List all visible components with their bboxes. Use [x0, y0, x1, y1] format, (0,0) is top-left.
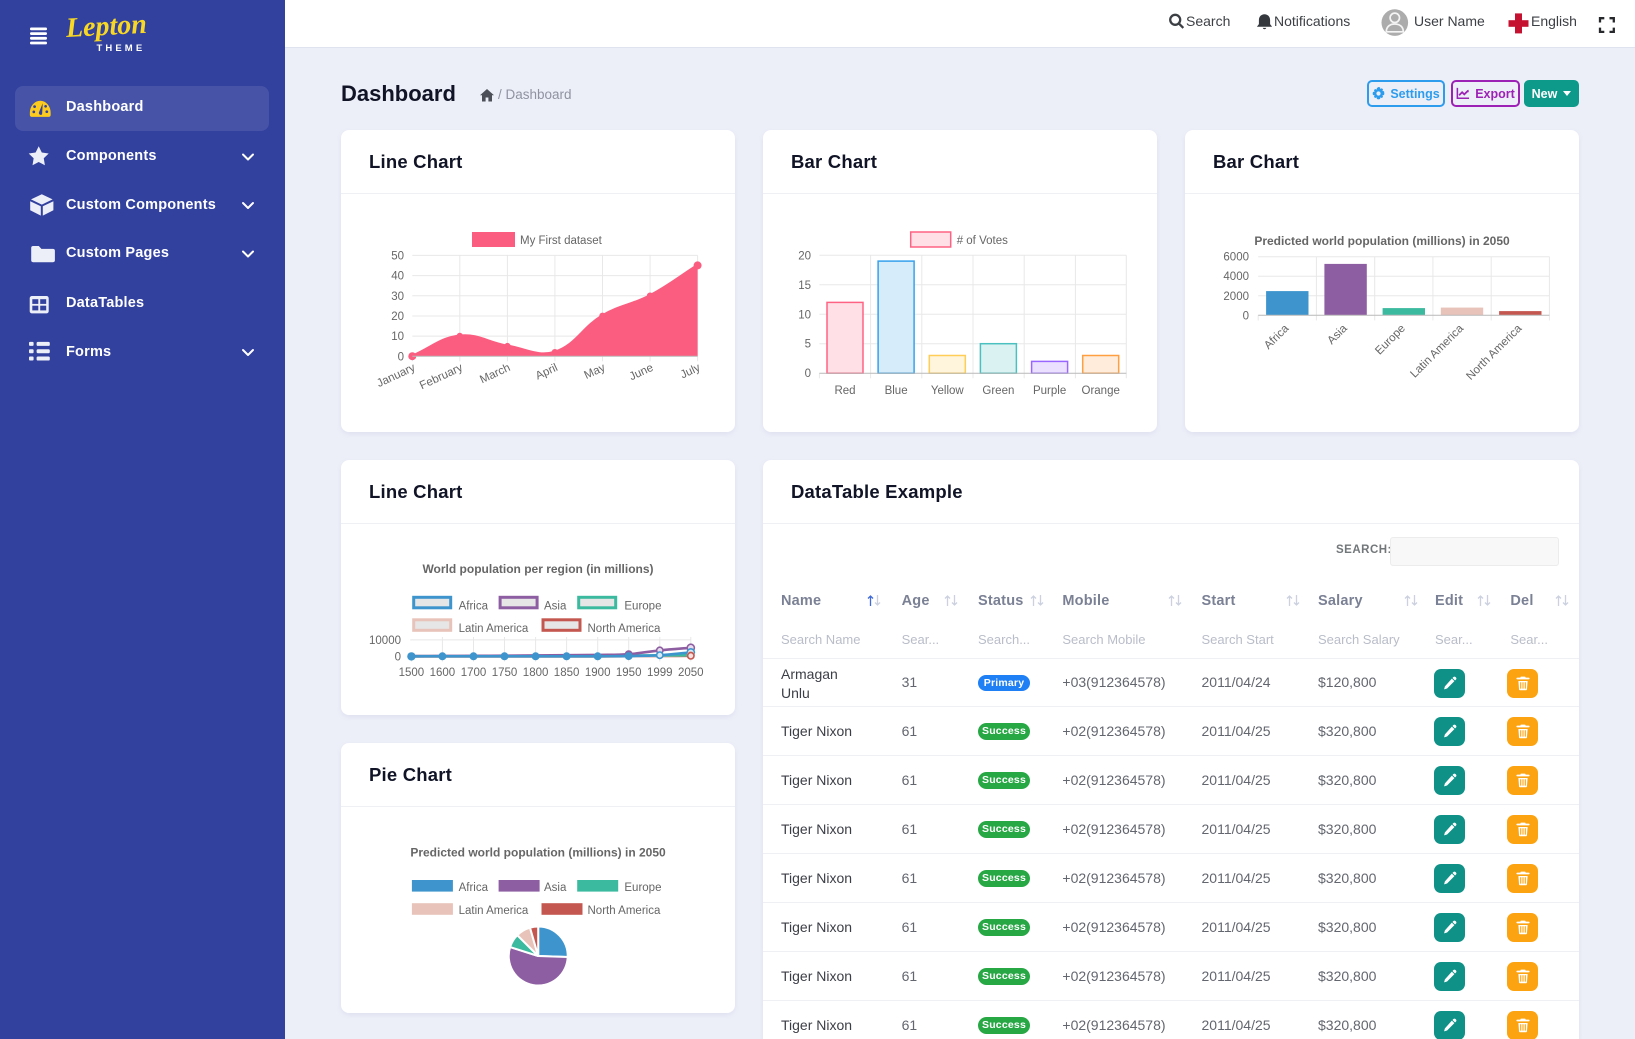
svg-text:Africa: Africa	[1262, 322, 1292, 352]
svg-text:1900: 1900	[585, 667, 611, 679]
svg-text:North America: North America	[1464, 322, 1524, 382]
svg-text:50: 50	[391, 250, 404, 262]
svg-text:March: March	[478, 362, 512, 386]
svg-text:North America: North America	[588, 905, 661, 917]
svg-text:1800: 1800	[523, 667, 549, 679]
svg-text:Europe: Europe	[624, 600, 661, 612]
svg-text:Africa: Africa	[459, 882, 489, 894]
svg-text:Latin America: Latin America	[459, 623, 529, 635]
svg-text:0: 0	[805, 368, 811, 380]
svg-text:1950: 1950	[616, 667, 642, 679]
svg-text:Predicted world population (mi: Predicted world population (millions) in…	[410, 846, 666, 860]
svg-text:1700: 1700	[461, 667, 487, 679]
svg-text:20: 20	[391, 311, 404, 323]
svg-text:5: 5	[805, 339, 811, 351]
svg-text:0: 0	[398, 351, 404, 363]
svg-text:1750: 1750	[492, 667, 518, 679]
svg-text:# of Votes: # of Votes	[957, 235, 1008, 247]
svg-text:4000: 4000	[1223, 271, 1249, 283]
svg-text:2050: 2050	[678, 667, 704, 679]
svg-text:1999: 1999	[647, 667, 673, 679]
svg-text:10000: 10000	[369, 635, 401, 647]
svg-text:Latin America: Latin America	[1408, 322, 1466, 380]
svg-text:1600: 1600	[430, 667, 456, 679]
svg-text:North America: North America	[588, 623, 661, 635]
svg-text:January: January	[375, 362, 417, 390]
svg-text:0: 0	[1243, 310, 1249, 322]
svg-text:10: 10	[798, 309, 811, 321]
svg-text:Europe: Europe	[624, 882, 661, 894]
svg-text:Latin America: Latin America	[459, 905, 529, 917]
svg-text:Predicted world population (mi: Predicted world population (millions) in…	[1254, 234, 1510, 248]
svg-text:Orange: Orange	[1082, 385, 1120, 397]
svg-text:Asia: Asia	[544, 600, 567, 612]
svg-text:1500: 1500	[399, 667, 425, 679]
svg-text:20: 20	[798, 250, 811, 262]
svg-text:World population per region (i: World population per region (in millions…	[422, 562, 653, 576]
svg-text:Purple: Purple	[1033, 385, 1066, 397]
svg-text:June: June	[628, 362, 656, 383]
svg-text:40: 40	[391, 271, 404, 283]
svg-text:30: 30	[391, 291, 404, 303]
svg-text:February: February	[418, 362, 465, 392]
svg-text:Green: Green	[982, 385, 1014, 397]
svg-text:Asia: Asia	[1325, 322, 1350, 347]
svg-text:Red: Red	[834, 385, 855, 397]
svg-text:6000: 6000	[1223, 252, 1249, 264]
svg-text:My First dataset: My First dataset	[520, 235, 603, 247]
svg-text:1850: 1850	[554, 667, 580, 679]
svg-text:Blue: Blue	[885, 385, 908, 397]
svg-text:10: 10	[391, 331, 404, 343]
svg-text:Yellow: Yellow	[931, 385, 965, 397]
svg-text:July: July	[679, 362, 703, 382]
svg-text:May: May	[582, 362, 607, 382]
svg-text:Europe: Europe	[1373, 323, 1408, 358]
svg-text:April: April	[534, 362, 560, 383]
svg-text:Asia: Asia	[544, 882, 567, 894]
svg-text:2000: 2000	[1223, 291, 1249, 303]
svg-text:15: 15	[798, 280, 811, 292]
svg-text:0: 0	[395, 652, 401, 664]
svg-text:Africa: Africa	[459, 600, 489, 612]
